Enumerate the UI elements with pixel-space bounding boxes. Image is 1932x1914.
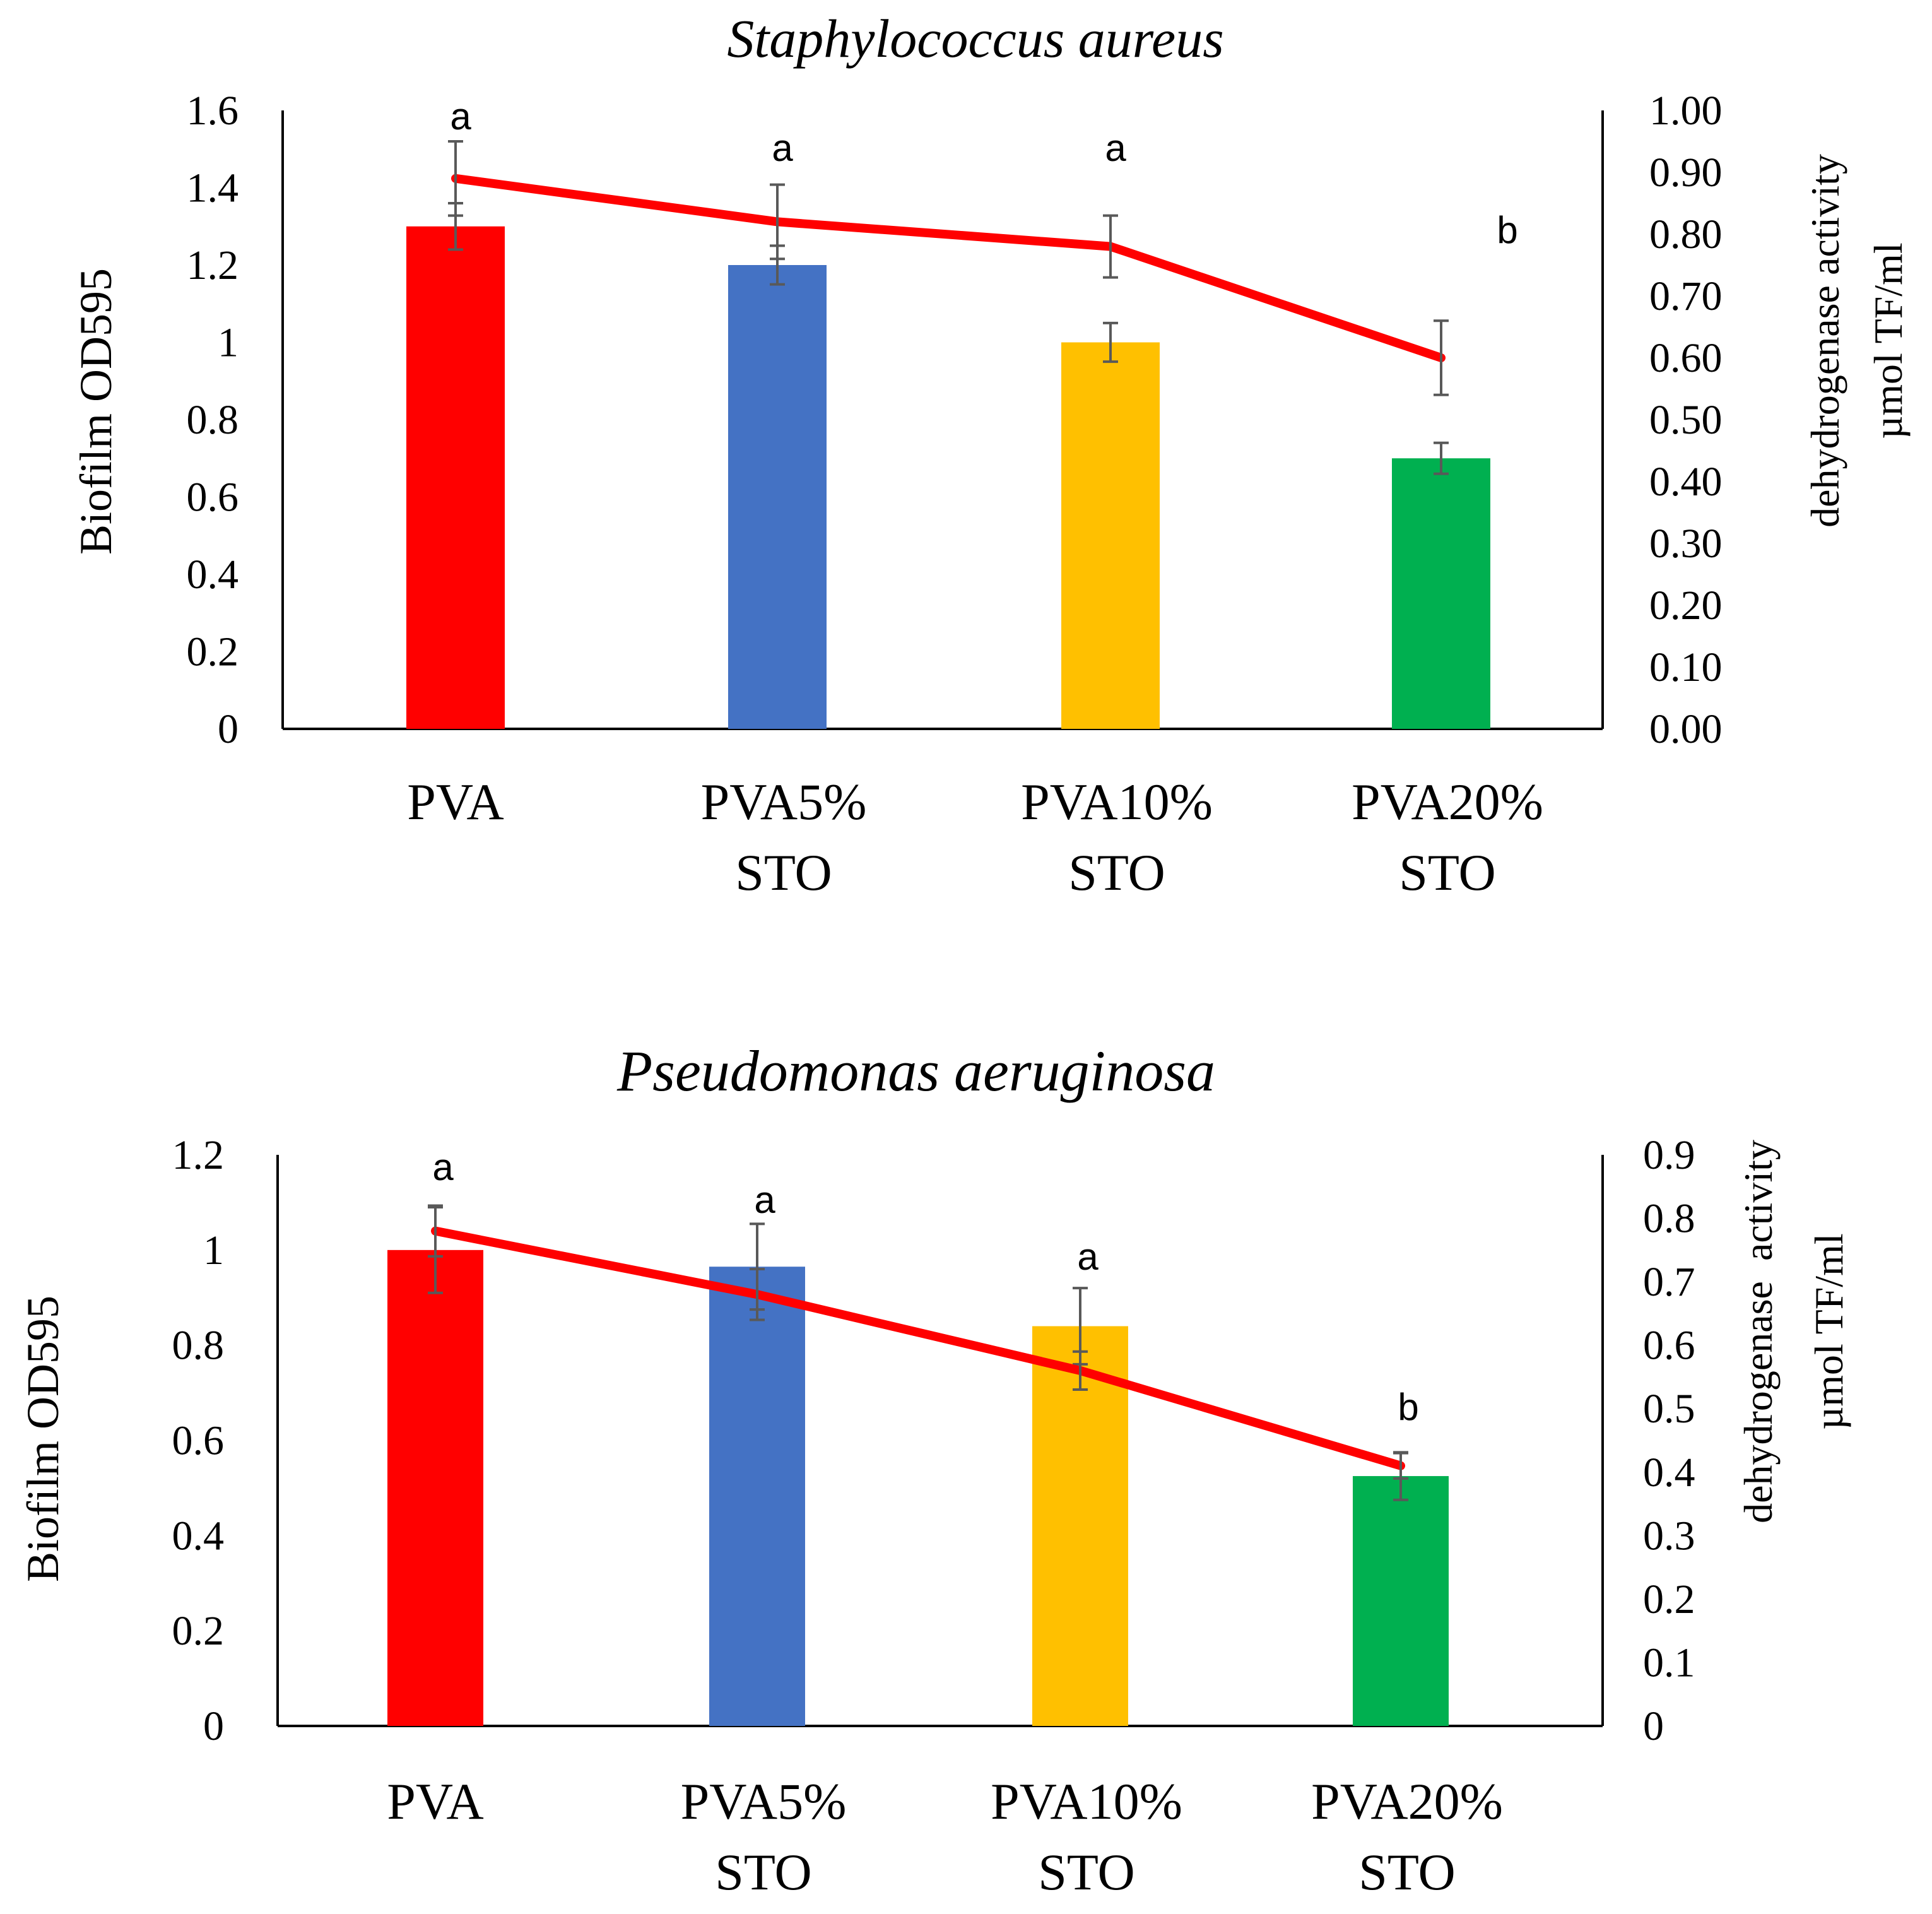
y-tick-label-left: 0.4 [187,552,239,598]
x-category-label: PVA [387,1773,483,1830]
y-axis-label-right-line2: µmol TF/ml [1806,1233,1851,1429]
y-tick-label-left: 0.6 [172,1418,225,1464]
y-tick-label-right: 0.70 [1649,273,1723,319]
significance-label: b [1398,1386,1418,1428]
bar [406,226,505,729]
x-category-label: PVA [407,773,504,830]
y-tick-label-left: 1 [218,320,239,366]
y-tick-label-right: 1.00 [1649,88,1723,134]
x-category-label: PVA20% [1311,1773,1503,1830]
y-tick-label-left: 1 [203,1227,224,1273]
y-tick-label-left: 0.2 [187,629,239,675]
y-tick-label-left: 0 [203,1703,224,1749]
x-category-label: PVA5% [701,773,867,830]
y-tick-label-left: 1.2 [172,1132,225,1178]
y-tick-label-left: 0.8 [172,1323,225,1369]
y-tick-label-right: 0.40 [1649,459,1723,505]
y-tick-label-left: 0.8 [187,397,239,443]
y-tick-label-right: 0.2 [1643,1576,1695,1622]
chart-title: Staphylococcus aureus [727,8,1223,69]
y-axis-label-right-line1: dehydrogenase activity [1736,1140,1781,1523]
x-category-label: STO [1399,844,1495,901]
chart-staphylococcus-aureus: Staphylococcus aureus a a a b 0 0.2 0.4 0.6 0.8… [71,8,1911,901]
bar [709,1267,805,1726]
y-tick-label-left: 0.4 [172,1513,225,1559]
y-tick-label-right: 0.8 [1643,1196,1695,1242]
y-tick-label-right: 0.4 [1643,1450,1695,1496]
bar [728,265,827,729]
y-tick-label-right: 0.9 [1643,1132,1695,1178]
y-tick-label-right: 0.7 [1643,1259,1695,1305]
y-tick-label-left: 0.2 [172,1608,225,1654]
y-tick-label-left: 0.6 [187,475,239,521]
chart-title: Pseudomonas aeruginosa [616,1039,1215,1103]
y-tick-label-right: 0.50 [1649,397,1723,443]
y-tick-label-right: 0.90 [1649,150,1723,196]
y-tick-label-right: 0.00 [1649,706,1723,752]
y-axis-label-left: Biofilm OD595 [18,1296,68,1582]
y-tick-label-right: 0.60 [1649,335,1723,381]
x-category-label: PVA10% [991,1773,1182,1830]
x-category-label: STO [1038,1843,1134,1901]
y-tick-label-right: 0.10 [1649,644,1723,690]
y-tick-label-right: 0 [1643,1703,1664,1749]
x-category-label: PVA20% [1352,773,1543,830]
y-axis-label-right-line2: µmol TF/ml [1866,242,1911,439]
y-tick-label-right: 0.3 [1643,1513,1695,1559]
significance-label: a [450,95,471,138]
dehydrogenase-line [431,1226,1405,1470]
y-tick-label-right: 0.1 [1643,1639,1695,1686]
significance-label: a [754,1179,775,1221]
y-tick-label-left: 1.2 [187,242,239,288]
y-axis-label-right-line1: dehydrogenase activity [1803,154,1847,528]
x-category-label: STO [1068,844,1165,901]
significance-label: a [772,127,793,169]
bar [1032,1326,1128,1726]
x-category-label: STO [715,1843,811,1901]
significance-label: b [1497,209,1517,251]
y-tick-label-right: 0.6 [1643,1323,1695,1369]
x-category-label: STO [735,844,832,901]
y-tick-label-left: 1.4 [187,165,239,211]
bar [1353,1476,1449,1726]
y-tick-label-right: 0.20 [1649,582,1723,629]
bar [1061,342,1160,729]
significance-label: a [1105,127,1126,169]
x-category-label: PVA10% [1021,773,1213,830]
bar [1392,458,1490,729]
x-category-label: PVA5% [681,1773,847,1830]
y-tick-label-left: 1.6 [187,88,239,134]
significance-label: a [1077,1236,1099,1278]
significance-label: a [432,1146,454,1188]
y-axis-label-left: Biofilm OD595 [71,268,121,555]
y-tick-label-right: 0.30 [1649,521,1723,567]
dehydrogenase-line [451,174,1446,362]
y-tick-label-right: 0.5 [1643,1386,1695,1432]
y-tick-label-left: 0 [218,706,239,752]
bar [387,1249,483,1726]
chart-pseudomonas-aeruginosa: Pseudomonas aeruginosa a a a b 0 0.2 0.4 0.6 0.… [18,1039,1851,1901]
y-tick-label-right: 0.80 [1649,211,1723,257]
x-category-label: STO [1358,1843,1455,1901]
